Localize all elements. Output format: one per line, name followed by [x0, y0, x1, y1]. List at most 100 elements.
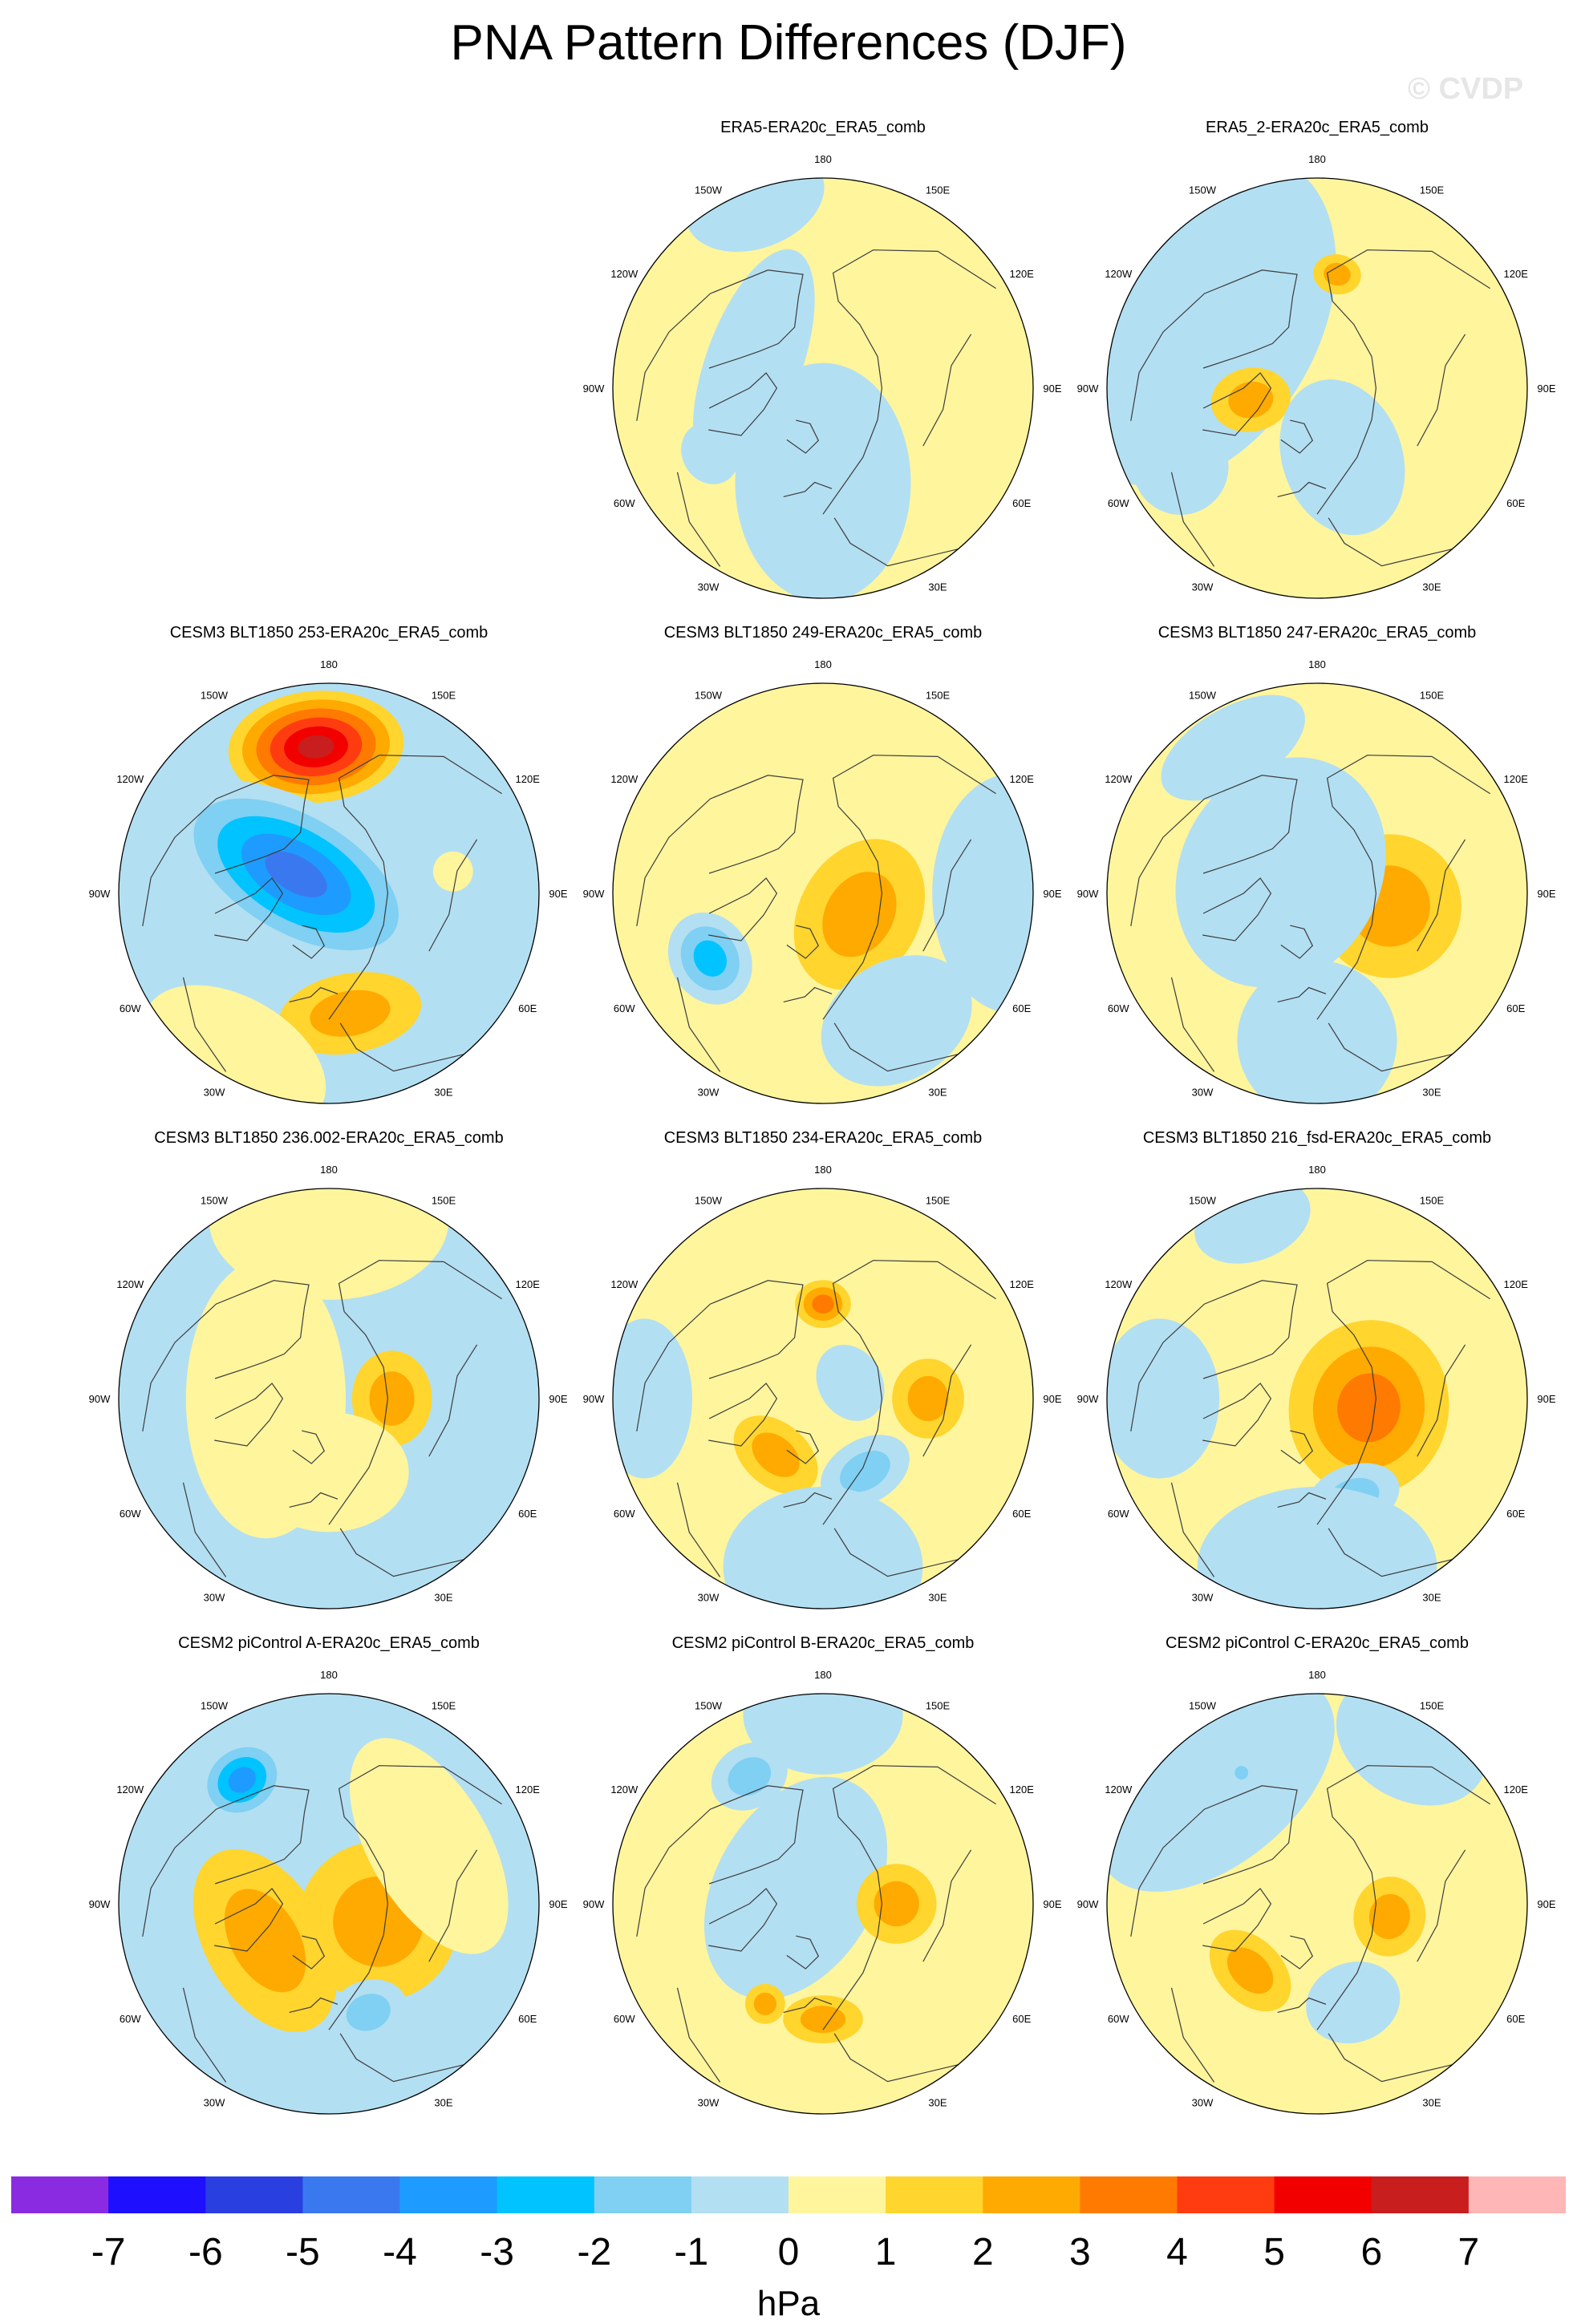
coastline	[708, 1383, 778, 1447]
coastline	[786, 925, 820, 959]
coastline	[1316, 1765, 1490, 2030]
contour-band	[265, 851, 327, 898]
coastline	[292, 1935, 326, 1970]
coastline	[1202, 1383, 1272, 1447]
colorbar-tick-label: -2	[577, 2231, 611, 2273]
longitude-label: 90E	[1537, 888, 1555, 900]
map-border	[118, 682, 540, 1104]
longitude-label: 180	[320, 658, 338, 670]
longitude-label: 150E	[1420, 1699, 1445, 1711]
longitude-label: 150E	[926, 184, 951, 196]
longitude-label: 150W	[695, 1699, 723, 1711]
coastline	[922, 839, 972, 952]
longitude-label: 180	[1308, 153, 1326, 165]
map-border	[612, 177, 1034, 599]
coastline	[328, 755, 502, 1020]
coastline	[1277, 1997, 1327, 2013]
longitude-label: 90E	[549, 1898, 567, 1910]
coastline	[1316, 1260, 1490, 1525]
longitude-label: 180	[320, 1669, 338, 1681]
coastline	[676, 977, 721, 1072]
map-border	[118, 1693, 540, 2115]
longitude-label: 120E	[1010, 268, 1035, 280]
longitude-label: 60E	[1506, 1508, 1525, 1520]
polar-map: 180150E120E90E60E30E030W60W90W120W150W	[1077, 1164, 1556, 1609]
coastline	[1170, 977, 1215, 1072]
coastline	[182, 977, 227, 1072]
coastline	[142, 775, 310, 927]
longitude-label: 180	[320, 1164, 338, 1176]
coastline	[822, 1260, 996, 1525]
coastline	[1328, 517, 1453, 567]
contour-band	[346, 1994, 391, 2031]
longitude-label: 60E	[1506, 1002, 1525, 1014]
polar-map: 180150E120E90E60E30E030W60W90W120W150W	[89, 1164, 568, 1609]
longitude-label: 90W	[1077, 888, 1099, 900]
contour-band	[1337, 1373, 1401, 1443]
map-border	[612, 682, 1034, 1104]
contour-band	[693, 940, 727, 977]
panel-title: CESM3 BLT1850 253-ERA20c_ERA5_comb	[169, 624, 489, 642]
coastline	[636, 269, 804, 422]
coastline	[636, 1785, 804, 1937]
longitude-label: 180	[814, 1669, 832, 1681]
longitude-label: 90W	[583, 383, 605, 395]
contour-band	[822, 872, 897, 958]
coastline	[292, 1430, 326, 1464]
coastline	[636, 775, 804, 927]
contour-band	[840, 1451, 890, 1492]
contour-band	[613, 1318, 693, 1479]
longitude-label: 30W	[204, 1592, 225, 1604]
coastline	[328, 1260, 502, 1525]
longitude-label: 30E	[1422, 1592, 1441, 1604]
coastline	[428, 839, 478, 952]
longitude-label: 90E	[1043, 1898, 1061, 1910]
colorbar-tick-label: 6	[1360, 2231, 1382, 2273]
contour-band	[703, 1776, 888, 1999]
coastline	[1202, 877, 1272, 941]
colorbar-swatch	[983, 2176, 1080, 2213]
contour-band	[1107, 1694, 1335, 1892]
contour-band	[310, 990, 391, 1037]
coastline	[1328, 1528, 1453, 1577]
longitude-label: 90E	[1043, 888, 1061, 900]
longitude-label: 60W	[1108, 497, 1129, 509]
longitude-label: 30W	[1192, 1592, 1214, 1604]
coastline	[289, 986, 339, 1002]
map-border	[118, 1188, 540, 1609]
longitude-label: 90W	[1077, 1393, 1099, 1405]
longitude-label: 60W	[614, 497, 635, 509]
coastline	[1170, 472, 1215, 567]
contour-band	[350, 1738, 509, 1954]
longitude-label: 180	[1308, 658, 1326, 670]
longitude-label: 120E	[1504, 1783, 1529, 1796]
coastline	[786, 1935, 820, 1970]
contour-band	[874, 1881, 919, 1927]
panel-title: ERA5-ERA20c_ERA5_comb	[720, 119, 926, 136]
longitude-label: 150W	[201, 689, 229, 701]
longitude-label: 90W	[583, 1898, 605, 1910]
longitude-label: 150W	[1189, 689, 1217, 701]
coastline	[1130, 1280, 1298, 1432]
longitude-label: 150E	[432, 1699, 456, 1711]
longitude-label: 150W	[695, 184, 723, 196]
coastline	[922, 1849, 972, 1962]
longitude-label: 30E	[1422, 581, 1441, 593]
longitude-label: 150W	[1189, 184, 1217, 196]
colorbar-tick-label: -7	[91, 2231, 126, 2273]
longitude-label: 30E	[434, 1592, 452, 1604]
longitude-label: 150E	[432, 689, 456, 701]
longitude-label: 30E	[1422, 2097, 1441, 2109]
longitude-label: 30W	[1192, 581, 1214, 593]
coastline	[676, 472, 721, 567]
contour-band	[812, 1294, 834, 1314]
coastline	[708, 372, 778, 436]
longitude-label: 60E	[518, 2013, 537, 2025]
colorbar-tick-label: -3	[480, 2231, 514, 2273]
longitude-label: 90E	[549, 888, 567, 900]
longitude-label: 120E	[1010, 1278, 1035, 1290]
longitude-label: 60W	[120, 1508, 141, 1520]
longitude-label: 60E	[1012, 1508, 1031, 1520]
map-panel: CESM2 piControl C-ERA20c_ERA5_comb 180 150…	[1068, 1628, 1566, 2125]
longitude-label: 120W	[116, 773, 144, 785]
